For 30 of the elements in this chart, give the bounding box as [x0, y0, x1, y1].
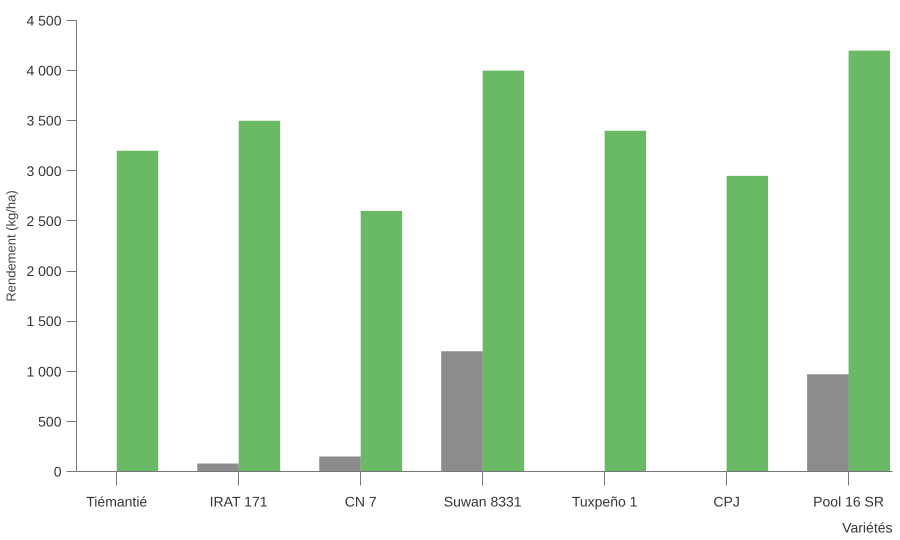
y-tick-label: 2 500 — [26, 212, 62, 229]
y-tick-label: 1 500 — [26, 313, 62, 330]
y-tick-label: 3 000 — [26, 162, 62, 179]
y-tick-label: 4 000 — [26, 62, 62, 79]
x-tick-label: IRAT 171 — [210, 494, 268, 510]
y-tick-label: 3 500 — [26, 112, 62, 129]
bar — [441, 351, 483, 472]
y-tick-label: 2 000 — [26, 263, 62, 280]
bar — [482, 70, 524, 472]
bar — [807, 374, 849, 472]
x-tick-label: CN 7 — [344, 494, 377, 510]
x-tick-label: Tiémantié — [86, 494, 148, 510]
x-axis-title: Variétés — [842, 520, 893, 536]
x-tick-label: CPJ — [713, 494, 740, 510]
bar — [848, 50, 890, 472]
bar — [604, 130, 646, 472]
x-tick-label: Pool 16 SR — [813, 494, 884, 510]
y-tick-label: 4 500 — [26, 12, 62, 28]
bar — [360, 210, 402, 472]
y-tick-label: 1 000 — [26, 363, 62, 380]
y-tick-label: 0 — [54, 464, 62, 480]
bar — [319, 456, 361, 472]
y-axis-title: Rendement (kg/ha) — [3, 190, 18, 302]
x-tick-label: Suwan 8331 — [444, 494, 522, 510]
bar — [197, 463, 239, 472]
bar — [238, 120, 280, 472]
x-tick-label: Tuxpeño 1 — [572, 494, 638, 510]
bar — [726, 176, 768, 472]
y-tick-label: 500 — [38, 413, 62, 430]
bar — [116, 150, 158, 472]
